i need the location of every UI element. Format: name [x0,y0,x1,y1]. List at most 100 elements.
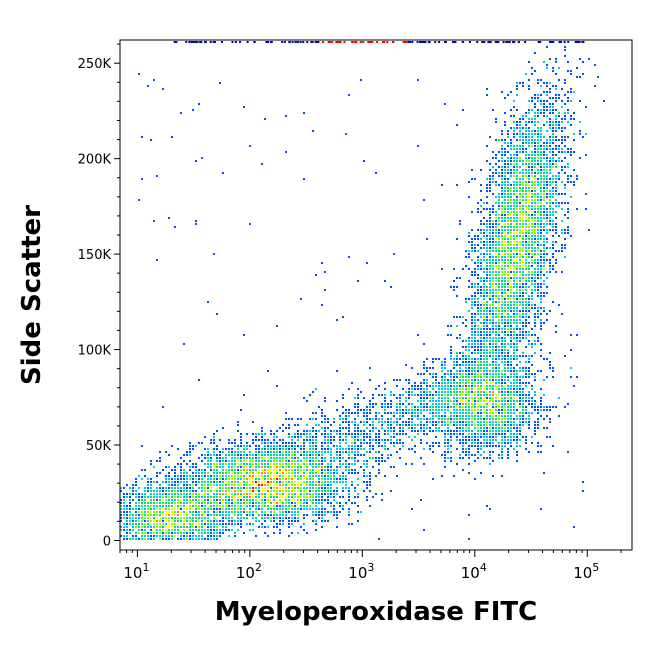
event-dot [306,436,308,438]
event-dot [510,172,512,174]
event-dot [552,151,554,153]
event-dot [501,166,503,168]
event-dot [324,514,326,516]
event-dot [570,115,572,117]
event-dot [495,439,497,441]
event-dot [387,433,389,435]
event-dot [540,208,542,210]
event-dot [309,418,311,420]
event-dot [465,340,467,342]
event-dot [540,166,542,168]
event-dot [210,475,212,477]
event-dot [279,532,281,534]
event-dot [237,502,239,504]
event-dot [552,406,554,408]
event-dot [261,472,263,474]
event-dot [123,523,125,525]
event-dot [480,367,482,369]
event-dot [516,235,518,237]
event-dot [534,226,536,228]
event-dot [549,268,551,270]
event-dot [567,100,569,102]
event-dot [222,478,224,480]
event-dot [483,280,485,282]
event-dot [564,214,566,216]
event-dot [357,505,359,507]
event-dot [339,457,341,459]
event-dot [525,157,527,159]
event-dot [138,475,140,477]
event-dot [489,262,491,264]
event-dot [468,397,470,399]
event-dot [435,400,437,402]
event-dot [228,451,230,453]
event-dot [210,463,212,465]
event-dot [546,436,548,438]
event-dot [171,520,173,522]
event-dot [273,469,275,471]
event-dot [561,151,563,153]
event-dot [483,433,485,435]
event-dot [297,508,299,510]
event-dot [555,199,557,201]
event-dot [477,364,479,366]
event-dot [546,46,548,48]
event-dot [543,292,545,294]
event-dot [585,208,587,210]
event-dot [426,427,428,429]
event-dot [534,166,536,168]
event-dot [195,523,197,525]
event-dot [243,493,245,495]
event-dot [192,499,194,501]
event-dot [426,403,428,405]
event-dot [402,409,404,411]
event-dot [531,328,533,330]
event-dot [285,475,287,477]
event-dot [498,259,500,261]
event-dot [453,403,455,405]
event-dot [516,454,518,456]
event-dot [123,493,125,495]
event-dot [297,496,299,498]
event-dot [537,238,539,240]
event-dot [519,175,521,177]
event-dot [504,178,506,180]
event-dot [486,334,488,336]
event-dot [174,499,176,501]
event-dot [495,373,497,375]
event-dot [351,457,353,459]
event-dot [462,316,464,318]
event-dot [504,334,506,336]
event-dot [519,418,521,420]
event-dot [138,526,140,528]
event-dot [381,493,383,495]
event-dot [534,322,536,324]
event-dot [120,511,122,513]
event-dot [513,331,515,333]
event-dot [525,193,527,195]
event-dot [489,298,491,300]
event-dot [540,235,542,237]
event-dot [129,520,131,522]
event-dot [282,508,284,510]
event-dot [459,220,461,222]
event-dot [147,496,149,498]
event-dot [504,442,506,444]
event-dot [495,436,497,438]
event-dot [189,514,191,516]
event-dot [486,442,488,444]
event-dot [222,448,224,450]
event-dot [192,466,194,468]
event-dot [228,460,230,462]
event-dot [540,319,542,321]
event-dot [540,256,542,258]
event-dot [522,214,524,216]
event-dot [459,427,461,429]
event-dot [249,505,251,507]
event-dot [318,454,320,456]
event-dot [603,100,605,102]
event-dot [390,391,392,393]
event-dot [546,376,548,378]
event-dot [186,505,188,507]
event-dot [159,472,161,474]
